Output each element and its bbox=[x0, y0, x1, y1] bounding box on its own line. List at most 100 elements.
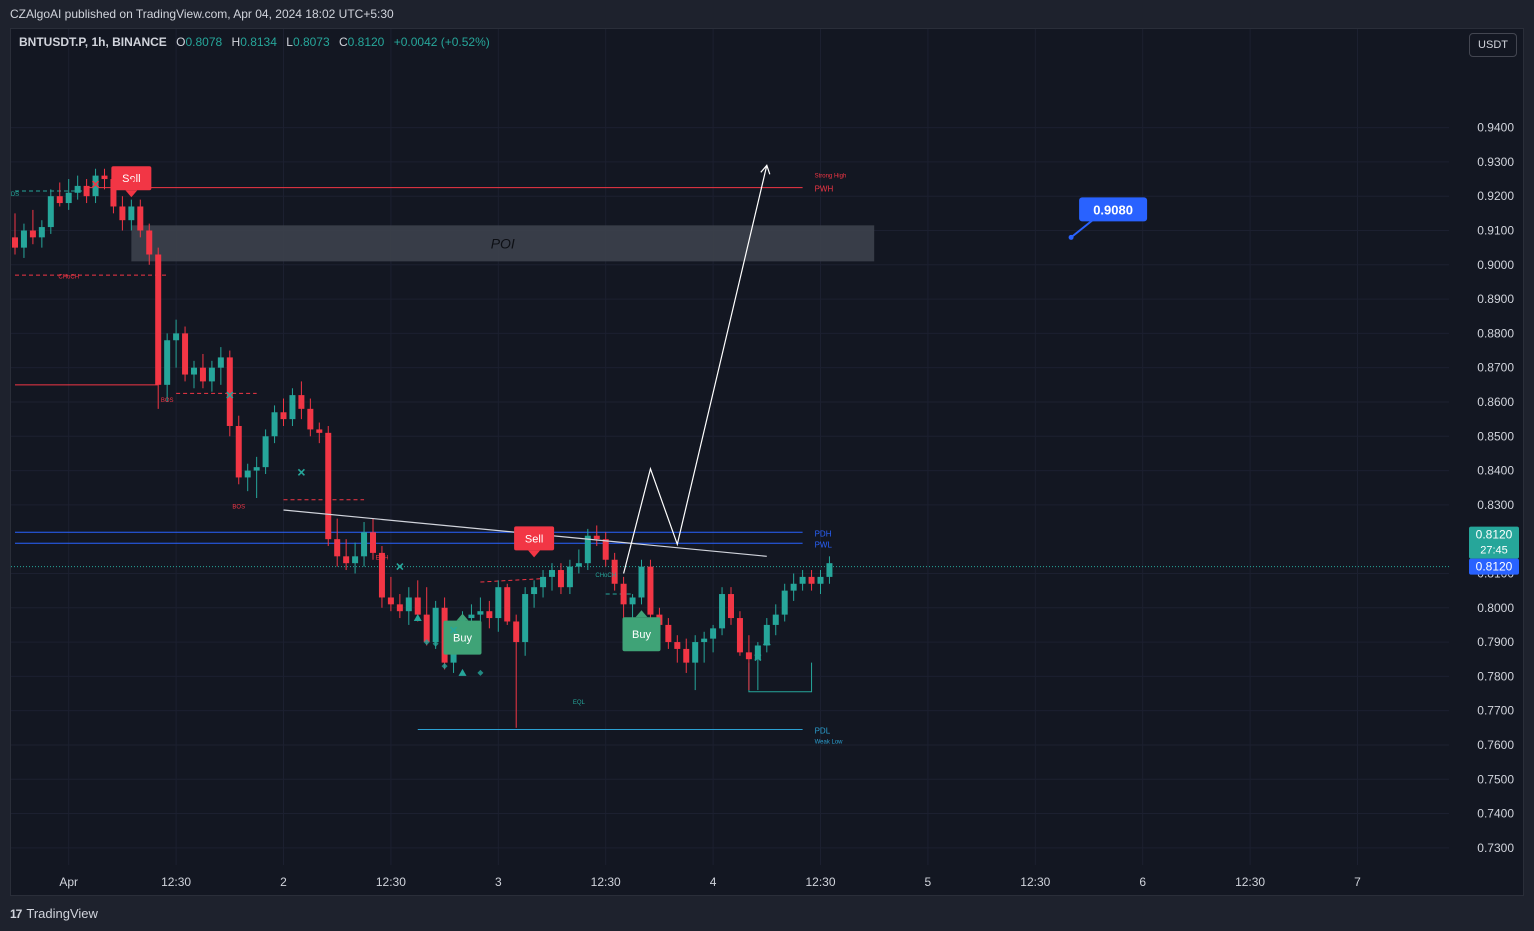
candle-body bbox=[83, 185, 90, 197]
up-triangle-marker bbox=[762, 638, 771, 646]
candle-body bbox=[405, 597, 412, 612]
target-dot bbox=[1068, 234, 1074, 240]
candle-body bbox=[620, 583, 627, 605]
candle-body bbox=[361, 532, 368, 557]
close-value: 0.8120 bbox=[347, 35, 385, 49]
y-tick-label: 0.7300 bbox=[1477, 841, 1514, 855]
structure-label: CHoCH bbox=[595, 573, 616, 579]
footer-bar: 17 TradingView bbox=[0, 896, 1534, 931]
poi-zone bbox=[131, 225, 875, 262]
diamond-marker bbox=[441, 663, 448, 670]
up-triangle-marker bbox=[458, 668, 467, 676]
level-label: PDH bbox=[815, 529, 832, 538]
candle-body bbox=[191, 367, 197, 375]
x-tick-label: 12:30 bbox=[591, 875, 621, 889]
y-tick-label: 0.8900 bbox=[1477, 292, 1514, 306]
candle-body bbox=[423, 614, 430, 643]
x-marker bbox=[449, 626, 458, 634]
candle-body bbox=[719, 594, 726, 629]
target-label-box bbox=[1079, 197, 1148, 222]
price-tag-box bbox=[1469, 526, 1519, 559]
currency-button[interactable]: USDT bbox=[1469, 33, 1517, 57]
tradingview-brand[interactable]: 17 TradingView bbox=[10, 906, 98, 921]
candle-body bbox=[137, 206, 144, 231]
x-tick-label: 4 bbox=[710, 875, 717, 889]
candlestick-chart[interactable]: POI Strong High PWH PDH PWL PDL Weak Low 0.90… bbox=[11, 29, 1523, 895]
candle-body bbox=[307, 408, 314, 430]
candle-body bbox=[638, 566, 645, 598]
y-tick-label: 0.8500 bbox=[1477, 429, 1514, 443]
candle-body bbox=[549, 570, 555, 577]
structure-label: DS bbox=[11, 192, 19, 198]
candle-body bbox=[477, 611, 484, 615]
publisher-header: CZAlgoAI published on TradingView.com, A… bbox=[0, 0, 1534, 28]
projection-arrowhead bbox=[760, 164, 771, 175]
low-value: 0.8073 bbox=[292, 35, 330, 49]
candle-body bbox=[701, 638, 708, 643]
candle-body bbox=[101, 175, 108, 180]
price-tag-value: 0.8120 bbox=[1476, 528, 1513, 542]
candle-body bbox=[316, 429, 323, 433]
candle-body bbox=[754, 645, 761, 660]
candle-body bbox=[244, 470, 251, 478]
candle-body bbox=[781, 590, 788, 615]
last-price-tag-box bbox=[1469, 558, 1519, 575]
candle-body bbox=[692, 642, 699, 663]
symbol-legend: BNTUSDT.P, 1h, BINANCE O0.8078 H0.8134 L… bbox=[19, 35, 496, 49]
candle-body bbox=[665, 624, 672, 643]
grid bbox=[11, 29, 1449, 865]
x-marker bbox=[754, 653, 762, 662]
buy-signal-box bbox=[622, 617, 661, 652]
y-tick-label: 0.8800 bbox=[1477, 326, 1514, 340]
y-tick-label: 0.7600 bbox=[1477, 738, 1514, 752]
candle-body bbox=[12, 237, 18, 248]
structure-label: BOS bbox=[161, 398, 174, 404]
candle-body bbox=[289, 395, 296, 420]
diamond-marker bbox=[423, 639, 430, 646]
open-label: O bbox=[176, 35, 186, 49]
chart-frame[interactable]: POI Strong High PWH PDH PWL PDL Weak Low 0.90… bbox=[10, 28, 1524, 896]
low-label: L bbox=[286, 35, 293, 49]
candle-body bbox=[253, 467, 260, 471]
candle-body bbox=[763, 624, 770, 646]
y-tick-label: 0.8600 bbox=[1477, 395, 1514, 409]
y-tick-label: 0.9200 bbox=[1477, 189, 1514, 203]
symbol-name[interactable]: BNTUSDT.P, 1h, BINANCE bbox=[19, 35, 167, 49]
candle-body bbox=[387, 597, 394, 605]
candle-body bbox=[602, 539, 609, 560]
candle-body bbox=[65, 192, 72, 204]
countdown-label: 27:45 bbox=[1480, 545, 1508, 557]
y-tick-label: 0.7800 bbox=[1477, 669, 1514, 683]
candle-body bbox=[128, 206, 135, 221]
candle-body bbox=[468, 614, 475, 619]
candle-body bbox=[325, 432, 332, 540]
structure-label: CHoCH bbox=[58, 275, 79, 281]
candle-body bbox=[199, 367, 206, 382]
x-tick-label: 12:30 bbox=[805, 875, 835, 889]
candle-body bbox=[29, 230, 36, 238]
y-tick-label: 0.8700 bbox=[1477, 361, 1514, 375]
y-tick-label: 0.9400 bbox=[1477, 121, 1514, 135]
projection-path bbox=[623, 165, 768, 574]
candle-body bbox=[647, 566, 654, 615]
levels-layer: Strong High PWH PDH PWL PDL Weak Low bbox=[11, 174, 1449, 746]
candle-body bbox=[432, 607, 439, 643]
x-tick-label: Apr bbox=[59, 875, 78, 889]
candle-body bbox=[334, 539, 341, 557]
candle-body bbox=[593, 535, 600, 540]
candle-body bbox=[513, 621, 520, 643]
candle-body bbox=[378, 552, 385, 598]
x-marker bbox=[127, 177, 135, 185]
x-tick-label: 3 bbox=[495, 875, 502, 889]
candle-body bbox=[566, 566, 573, 588]
structure-label: BOS bbox=[232, 504, 245, 510]
poi-zone-layer: POI bbox=[131, 225, 875, 262]
x-tick-label: 12:30 bbox=[161, 875, 191, 889]
candle-body bbox=[736, 618, 743, 653]
x-marker bbox=[91, 180, 100, 188]
level-label: Strong High bbox=[815, 174, 847, 180]
y-tick-label: 0.8400 bbox=[1477, 464, 1514, 478]
x-marker bbox=[396, 563, 404, 571]
y-tick-label: 0.9000 bbox=[1477, 258, 1514, 272]
buy-signal-pointer bbox=[635, 610, 648, 618]
